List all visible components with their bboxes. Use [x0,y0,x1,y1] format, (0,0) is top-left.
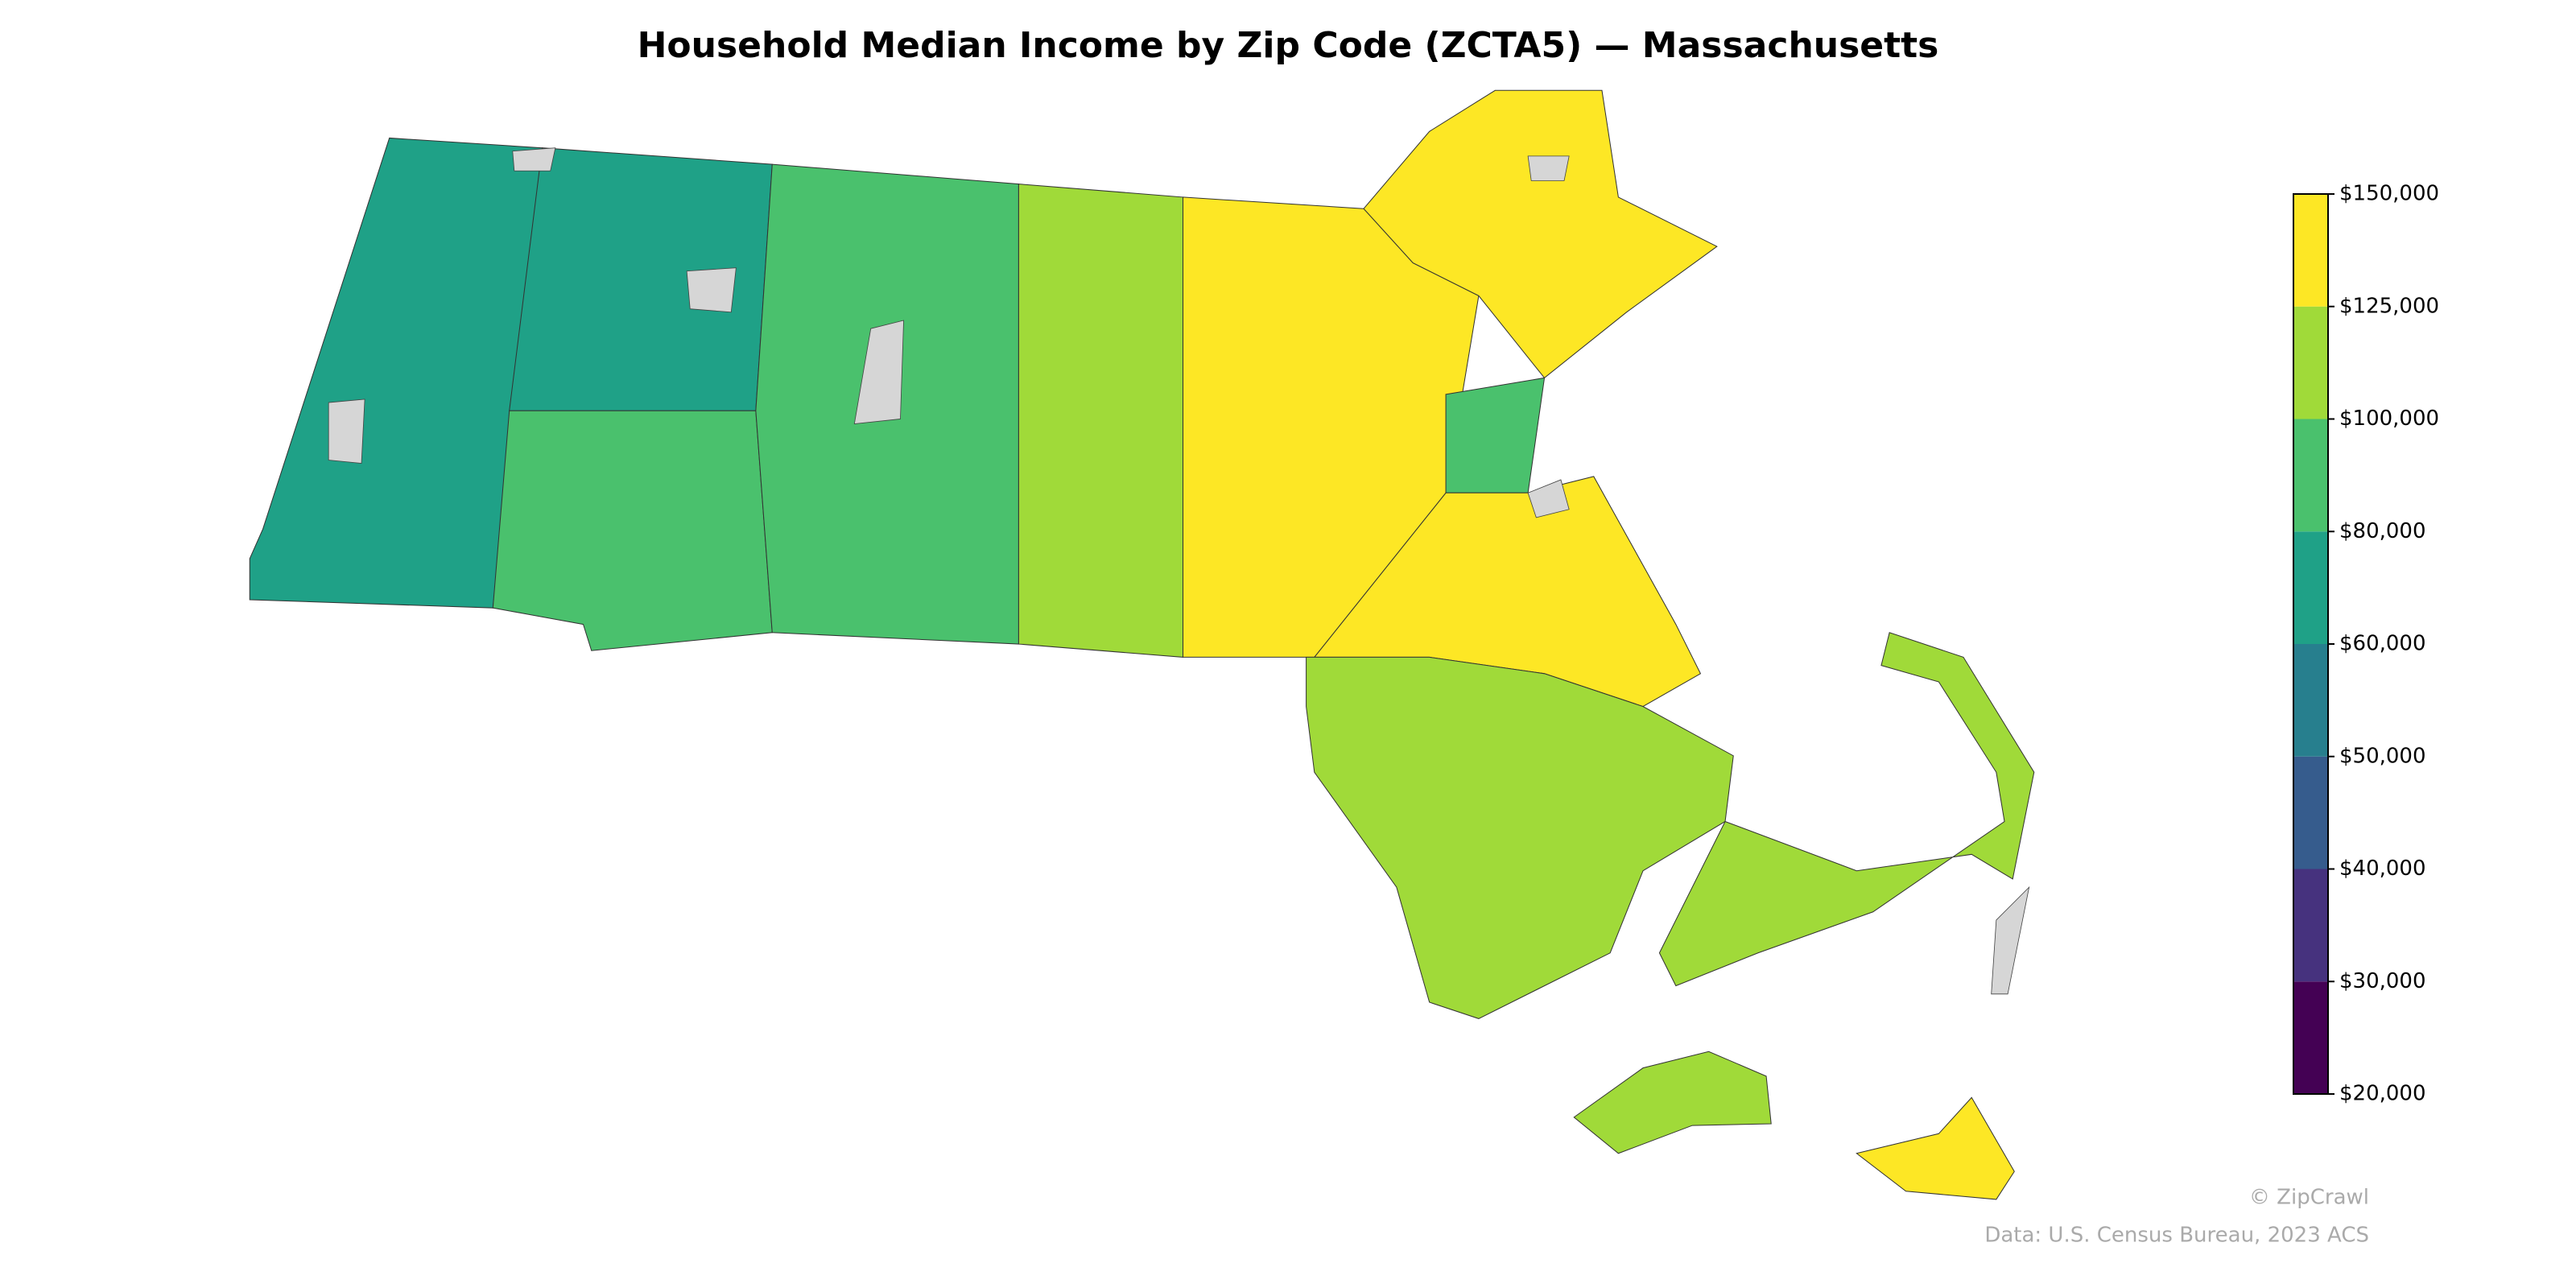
colorbar-tick-label: $125,000 [2339,294,2439,318]
colorbar: $20,000 $30,000 $40,000 $50,000 $60,000 $80,0… [2293,182,2439,1106]
region [1018,184,1184,658]
no-data-area [1527,155,1570,181]
colorbar-tick-label: $150,000 [2339,182,2439,206]
no-data-area [328,398,365,464]
region [1445,377,1546,493]
colorbar-bin [2293,756,2328,869]
region [249,137,543,609]
colorbar-tick-label: $100,000 [2339,407,2439,431]
region [1573,1051,1772,1154]
map [249,89,2035,1200]
no-data-area [1527,479,1570,518]
source-note: Data: U.S. Census Bureau, 2023 ACS [1984,1224,2369,1248]
no-data-area [1991,886,2030,995]
map-title: Household Median Income by Zip Code (ZCT… [638,25,1939,66]
colorbar-tick-label: $50,000 [2339,744,2426,768]
no-data-area [512,147,556,171]
colorbar-bin [2293,531,2328,644]
region [492,410,773,651]
colorbar-bin [2293,194,2328,307]
colorbar-tick-label: $80,000 [2339,519,2426,543]
colorbar-bin [2293,644,2328,757]
colorbar-tick-label: $30,000 [2339,969,2426,993]
colorbar-bin [2293,419,2328,532]
colorbar-bin [2293,869,2328,982]
credit: © ZipCrawl [2249,1186,2369,1210]
region [1658,632,2035,987]
region [1306,656,1734,1019]
region [1363,89,1718,379]
no-data-area [853,320,904,425]
colorbar-tick-label: $40,000 [2339,857,2426,881]
no-data-areas [328,147,2030,995]
region [1856,1096,2015,1200]
colorbar-tick-label: $60,000 [2339,632,2426,656]
colorbar-bin [2293,981,2328,1094]
no-data-area [686,267,737,313]
colorbar-bin [2293,306,2328,419]
colorbar-tick-label: $20,000 [2339,1082,2426,1106]
